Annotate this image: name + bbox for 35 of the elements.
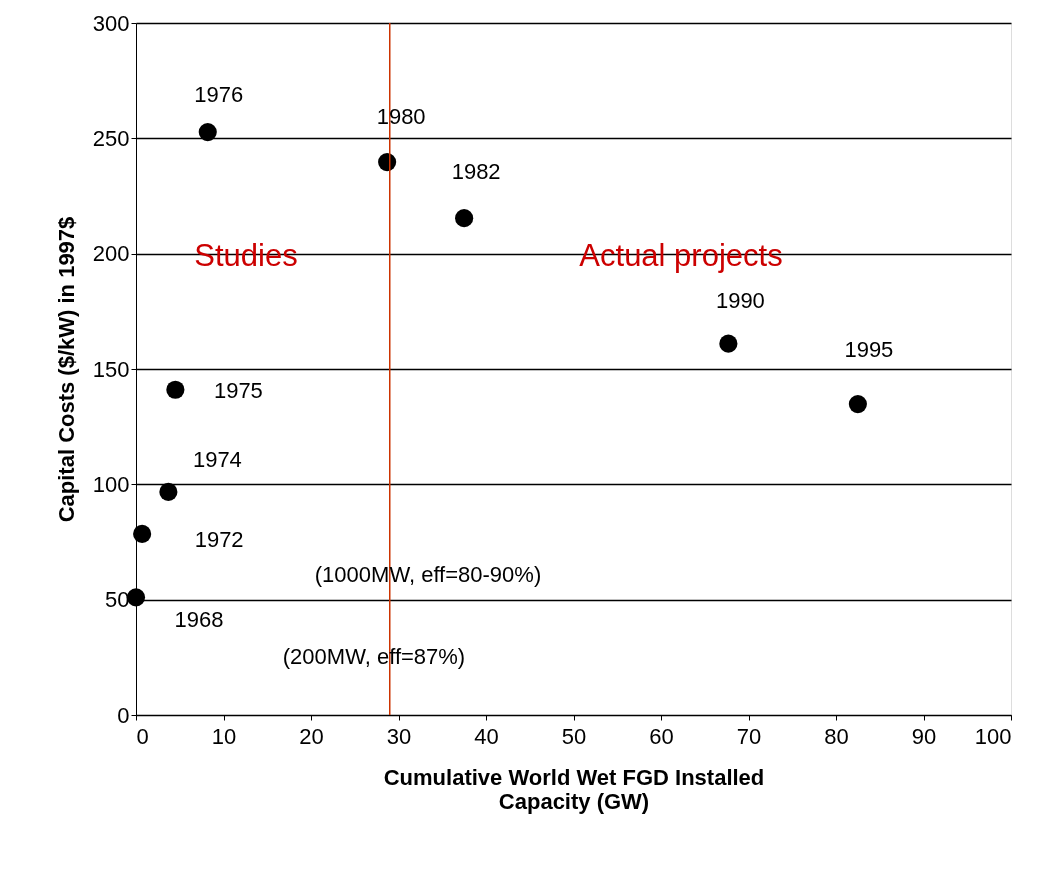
point — [455, 209, 474, 228]
x-axis-title: Cumulative World Wet FGD Installed Capacity (GW) — [383, 764, 765, 814]
x-tick-label: 50 — [561, 723, 587, 749]
x-tick-label: 100 — [974, 723, 1012, 749]
x-tick-label: 0 — [136, 723, 149, 749]
y-tick-label: 150 — [92, 356, 130, 382]
annotation: 1995 — [844, 337, 894, 363]
annotation: 1968 — [174, 607, 224, 633]
annotation: 1972 — [194, 526, 244, 552]
annotation: 1990 — [715, 287, 765, 313]
x-tick-label: 80 — [824, 723, 849, 749]
point — [133, 524, 152, 543]
x-tick-label: 10 — [211, 723, 237, 749]
y-tick-label: 50 — [105, 587, 130, 613]
annotation: 1975 — [213, 377, 263, 403]
point — [159, 482, 178, 502]
point — [848, 395, 867, 414]
x-tick-label: 30 — [386, 723, 412, 749]
point — [166, 380, 185, 399]
point — [198, 123, 217, 142]
y-tick-label: 100 — [92, 471, 130, 497]
annotation: 1982 — [451, 159, 501, 185]
y-tick-label: 0 — [117, 702, 130, 728]
annotation: 1974 — [192, 446, 242, 472]
y-axis-title: Capital Costs ($/kW) in 1997$ — [53, 216, 79, 523]
x-tick-label: 40 — [474, 723, 499, 749]
y-tick-label: 200 — [92, 241, 130, 267]
x-tick-label: 70 — [736, 723, 762, 749]
annotation: 1976 — [194, 82, 244, 108]
x-tick-label: 60 — [649, 723, 674, 749]
y-tick-label: 250 — [92, 125, 130, 151]
y-tick-label: 300 — [92, 10, 130, 36]
x-tick-label: 20 — [299, 723, 324, 749]
point — [719, 334, 738, 353]
x-tick-label: 90 — [911, 723, 937, 749]
